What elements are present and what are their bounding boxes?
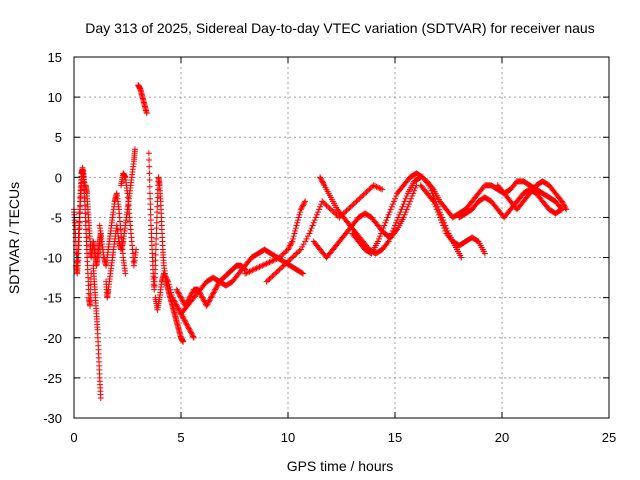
- y-tick-label: 0: [55, 170, 62, 185]
- y-tick-label: -5: [50, 210, 62, 225]
- data-series-t06: [103, 146, 138, 301]
- data-marker-group: [152, 270, 197, 341]
- data-series-t04: [90, 262, 104, 401]
- data-marker-group: [118, 170, 140, 269]
- x-tick-label: 15: [388, 430, 402, 445]
- data-marker-group: [135, 82, 150, 117]
- data-series-t20: [456, 186, 565, 221]
- x-tick-label: 25: [602, 430, 616, 445]
- data-series-t13: [242, 198, 309, 277]
- y-tick-label: -10: [43, 251, 62, 266]
- y-tick-label: -25: [43, 371, 62, 386]
- data-series-t07: [118, 170, 140, 269]
- y-tick-label: 10: [48, 90, 62, 105]
- data-marker-group: [456, 186, 565, 221]
- data-series-t10: [152, 270, 197, 341]
- data-series-t11: [173, 262, 249, 309]
- x-tick-label: 5: [177, 430, 184, 445]
- data-marker-group: [494, 178, 570, 213]
- data-marker-group: [263, 182, 386, 285]
- data-series-t09: [145, 150, 187, 345]
- data-marker-group: [242, 198, 309, 277]
- chart-title: Day 313 of 2025, Sidereal Day-to-day VTE…: [85, 20, 594, 36]
- y-tick-label: 5: [55, 130, 62, 145]
- data-marker-group: [145, 150, 187, 345]
- plot-frame: [73, 56, 610, 419]
- data-series-t12: [178, 246, 306, 317]
- data-marker-group: [417, 182, 488, 257]
- data-marker-group: [178, 246, 306, 317]
- data-marker-group: [73, 164, 88, 277]
- x-tick-label: 20: [495, 430, 509, 445]
- data-series-t02: [73, 164, 88, 277]
- x-axis-ticks: 0 5 10 15 20 25: [70, 57, 616, 445]
- data-series-t21: [494, 178, 570, 213]
- data-series-t18: [417, 182, 488, 257]
- data-series-t08: [135, 82, 150, 117]
- x-tick-label: 0: [70, 430, 77, 445]
- y-tick-label: -20: [43, 331, 62, 346]
- data-marker-group: [82, 182, 104, 269]
- data-series-t14: [263, 182, 386, 285]
- data-series-t03: [82, 182, 104, 269]
- y-tick-label: -15: [43, 291, 62, 306]
- data-marks: [71, 82, 570, 401]
- data-marker-group: [173, 262, 249, 309]
- x-tick-label: 10: [281, 430, 295, 445]
- y-tick-label: 15: [48, 50, 62, 65]
- y-tick-label: -30: [43, 411, 62, 426]
- data-marker-group: [103, 146, 138, 301]
- x-axis-label: GPS time / hours: [287, 458, 394, 474]
- grid-lines: [74, 57, 609, 418]
- data-marker-group: [90, 262, 104, 401]
- y-axis-label: SDTVAR / TECUs: [6, 182, 22, 294]
- y-axis-ticks: -30 -25 -20 -15 -10 -5 0 5 10 15: [43, 50, 609, 426]
